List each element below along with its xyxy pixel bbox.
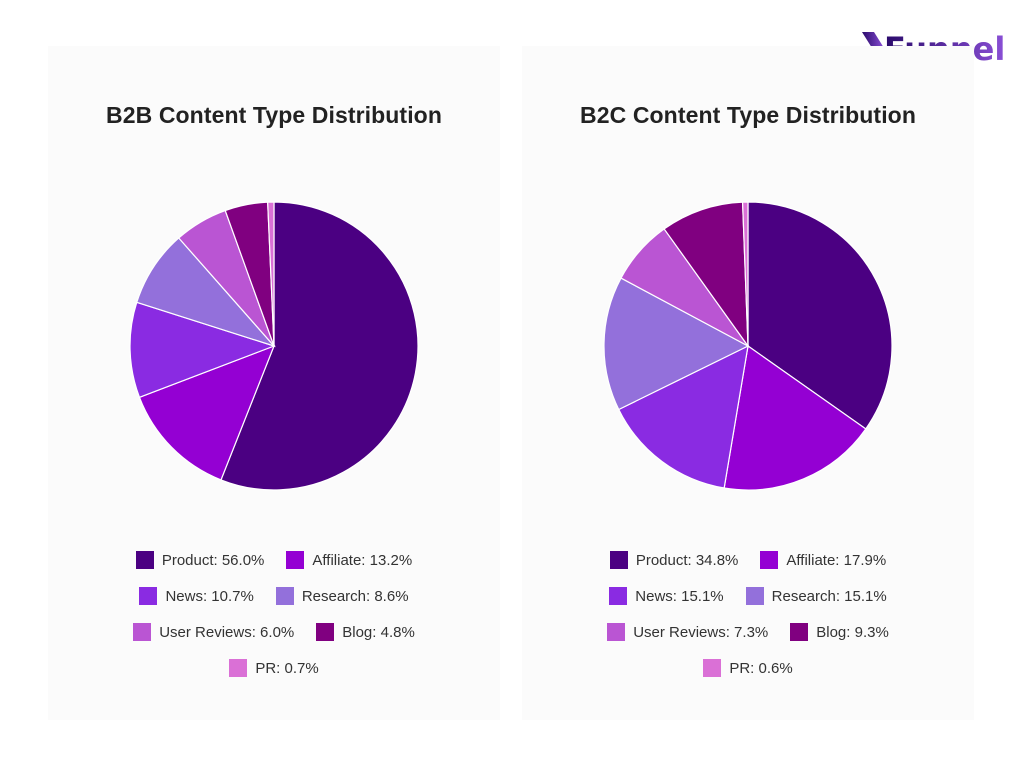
legend-label: Affiliate: 13.2% [312, 551, 413, 569]
legend-swatch [745, 587, 764, 605]
pie-slice-pr [741, 201, 749, 347]
pie-slice-pr [267, 201, 275, 347]
legend-label: Research: 8.6% [301, 587, 409, 605]
legend-swatch [703, 659, 722, 677]
legend-row: News: 10.7% Research: 8.6% [48, 578, 500, 614]
legend-item-pr: PR: 0.6% [703, 659, 793, 677]
legend-item-research: Research: 15.1% [745, 587, 887, 605]
b2b-legend: Product: 56.0% Affiliate: 13.2% News: 10.7… [48, 542, 500, 686]
legend-label: Product: 56.0% [161, 551, 265, 569]
b2b-chart-panel: B2B Content Type Distribution Product: 5… [48, 46, 500, 720]
legend-swatch [609, 551, 628, 569]
b2c-chart-panel: B2C Content Type Distribution Product: 3… [522, 46, 974, 720]
legend-swatch [286, 551, 305, 569]
legend-label: News: 10.7% [165, 587, 254, 605]
pie-slice-news [129, 301, 276, 399]
legend-swatch [607, 623, 626, 641]
legend-row: News: 15.1% Research: 15.1% [522, 578, 974, 614]
b2b-pie-chart [129, 201, 419, 491]
legend-label: User Reviews: 7.3% [633, 623, 769, 641]
legend-label: Affiliate: 17.9% [786, 551, 887, 569]
legend-item-affiliate: Affiliate: 17.9% [760, 551, 886, 569]
legend-item-news: News: 15.1% [609, 587, 724, 605]
legend-item-pr: PR: 0.7% [229, 659, 319, 677]
legend-row: User Reviews: 7.3% Blog: 9.3% [522, 614, 974, 650]
legend-item-affiliate: Affiliate: 13.2% [286, 551, 412, 569]
legend-item-news: News: 10.7% [139, 587, 254, 605]
legend-row: PR: 0.7% [48, 650, 500, 686]
pie-slice-research [603, 277, 750, 411]
legend-swatch [133, 623, 152, 641]
legend-label: Research: 15.1% [771, 587, 887, 605]
pie-slice-affiliate [138, 344, 276, 481]
legend-item-research: Research: 8.6% [275, 587, 409, 605]
legend-row: Product: 56.0% Affiliate: 13.2% [48, 542, 500, 578]
legend-label: User Reviews: 6.0% [159, 623, 295, 641]
chart-title: B2C Content Type Distribution [580, 102, 916, 128]
legend-swatch [139, 587, 158, 605]
legend-swatch [609, 587, 628, 605]
b2c-legend: Product: 34.8% Affiliate: 17.9% News: 15.1… [522, 542, 974, 686]
legend-label: PR: 0.7% [255, 659, 319, 677]
pie-slice-product [220, 201, 419, 491]
legend-item-user-reviews: User Reviews: 6.0% [133, 623, 294, 641]
legend-swatch [790, 623, 809, 641]
legend-label: Product: 34.8% [635, 551, 739, 569]
legend-item-user-reviews: User Reviews: 7.3% [607, 623, 768, 641]
legend-row: User Reviews: 6.0% Blog: 4.8% [48, 614, 500, 650]
pie-slice-blog [663, 201, 749, 348]
legend-item-blog: Blog: 4.8% [316, 623, 415, 641]
legend-swatch [275, 587, 294, 605]
b2c-pie-chart [603, 201, 893, 491]
legend-label: Blog: 9.3% [816, 623, 889, 641]
legend-row: PR: 0.6% [522, 650, 974, 686]
legend-swatch [229, 659, 248, 677]
legend-label: News: 15.1% [635, 587, 724, 605]
legend-row: Product: 34.8% Affiliate: 17.9% [522, 542, 974, 578]
pie-slice-affiliate [723, 344, 867, 491]
chart-title: B2B Content Type Distribution [106, 102, 442, 128]
pie-slice-product [747, 201, 893, 430]
legend-item-product: Product: 34.8% [609, 551, 739, 569]
pie-slice-news [617, 344, 749, 489]
legend-label: Blog: 4.8% [342, 623, 415, 641]
legend-item-product: Product: 56.0% [135, 551, 265, 569]
legend-swatch [760, 551, 779, 569]
legend-swatch [135, 551, 154, 569]
legend-swatch [316, 623, 335, 641]
legend-label: PR: 0.6% [729, 659, 793, 677]
legend-item-blog: Blog: 9.3% [790, 623, 889, 641]
